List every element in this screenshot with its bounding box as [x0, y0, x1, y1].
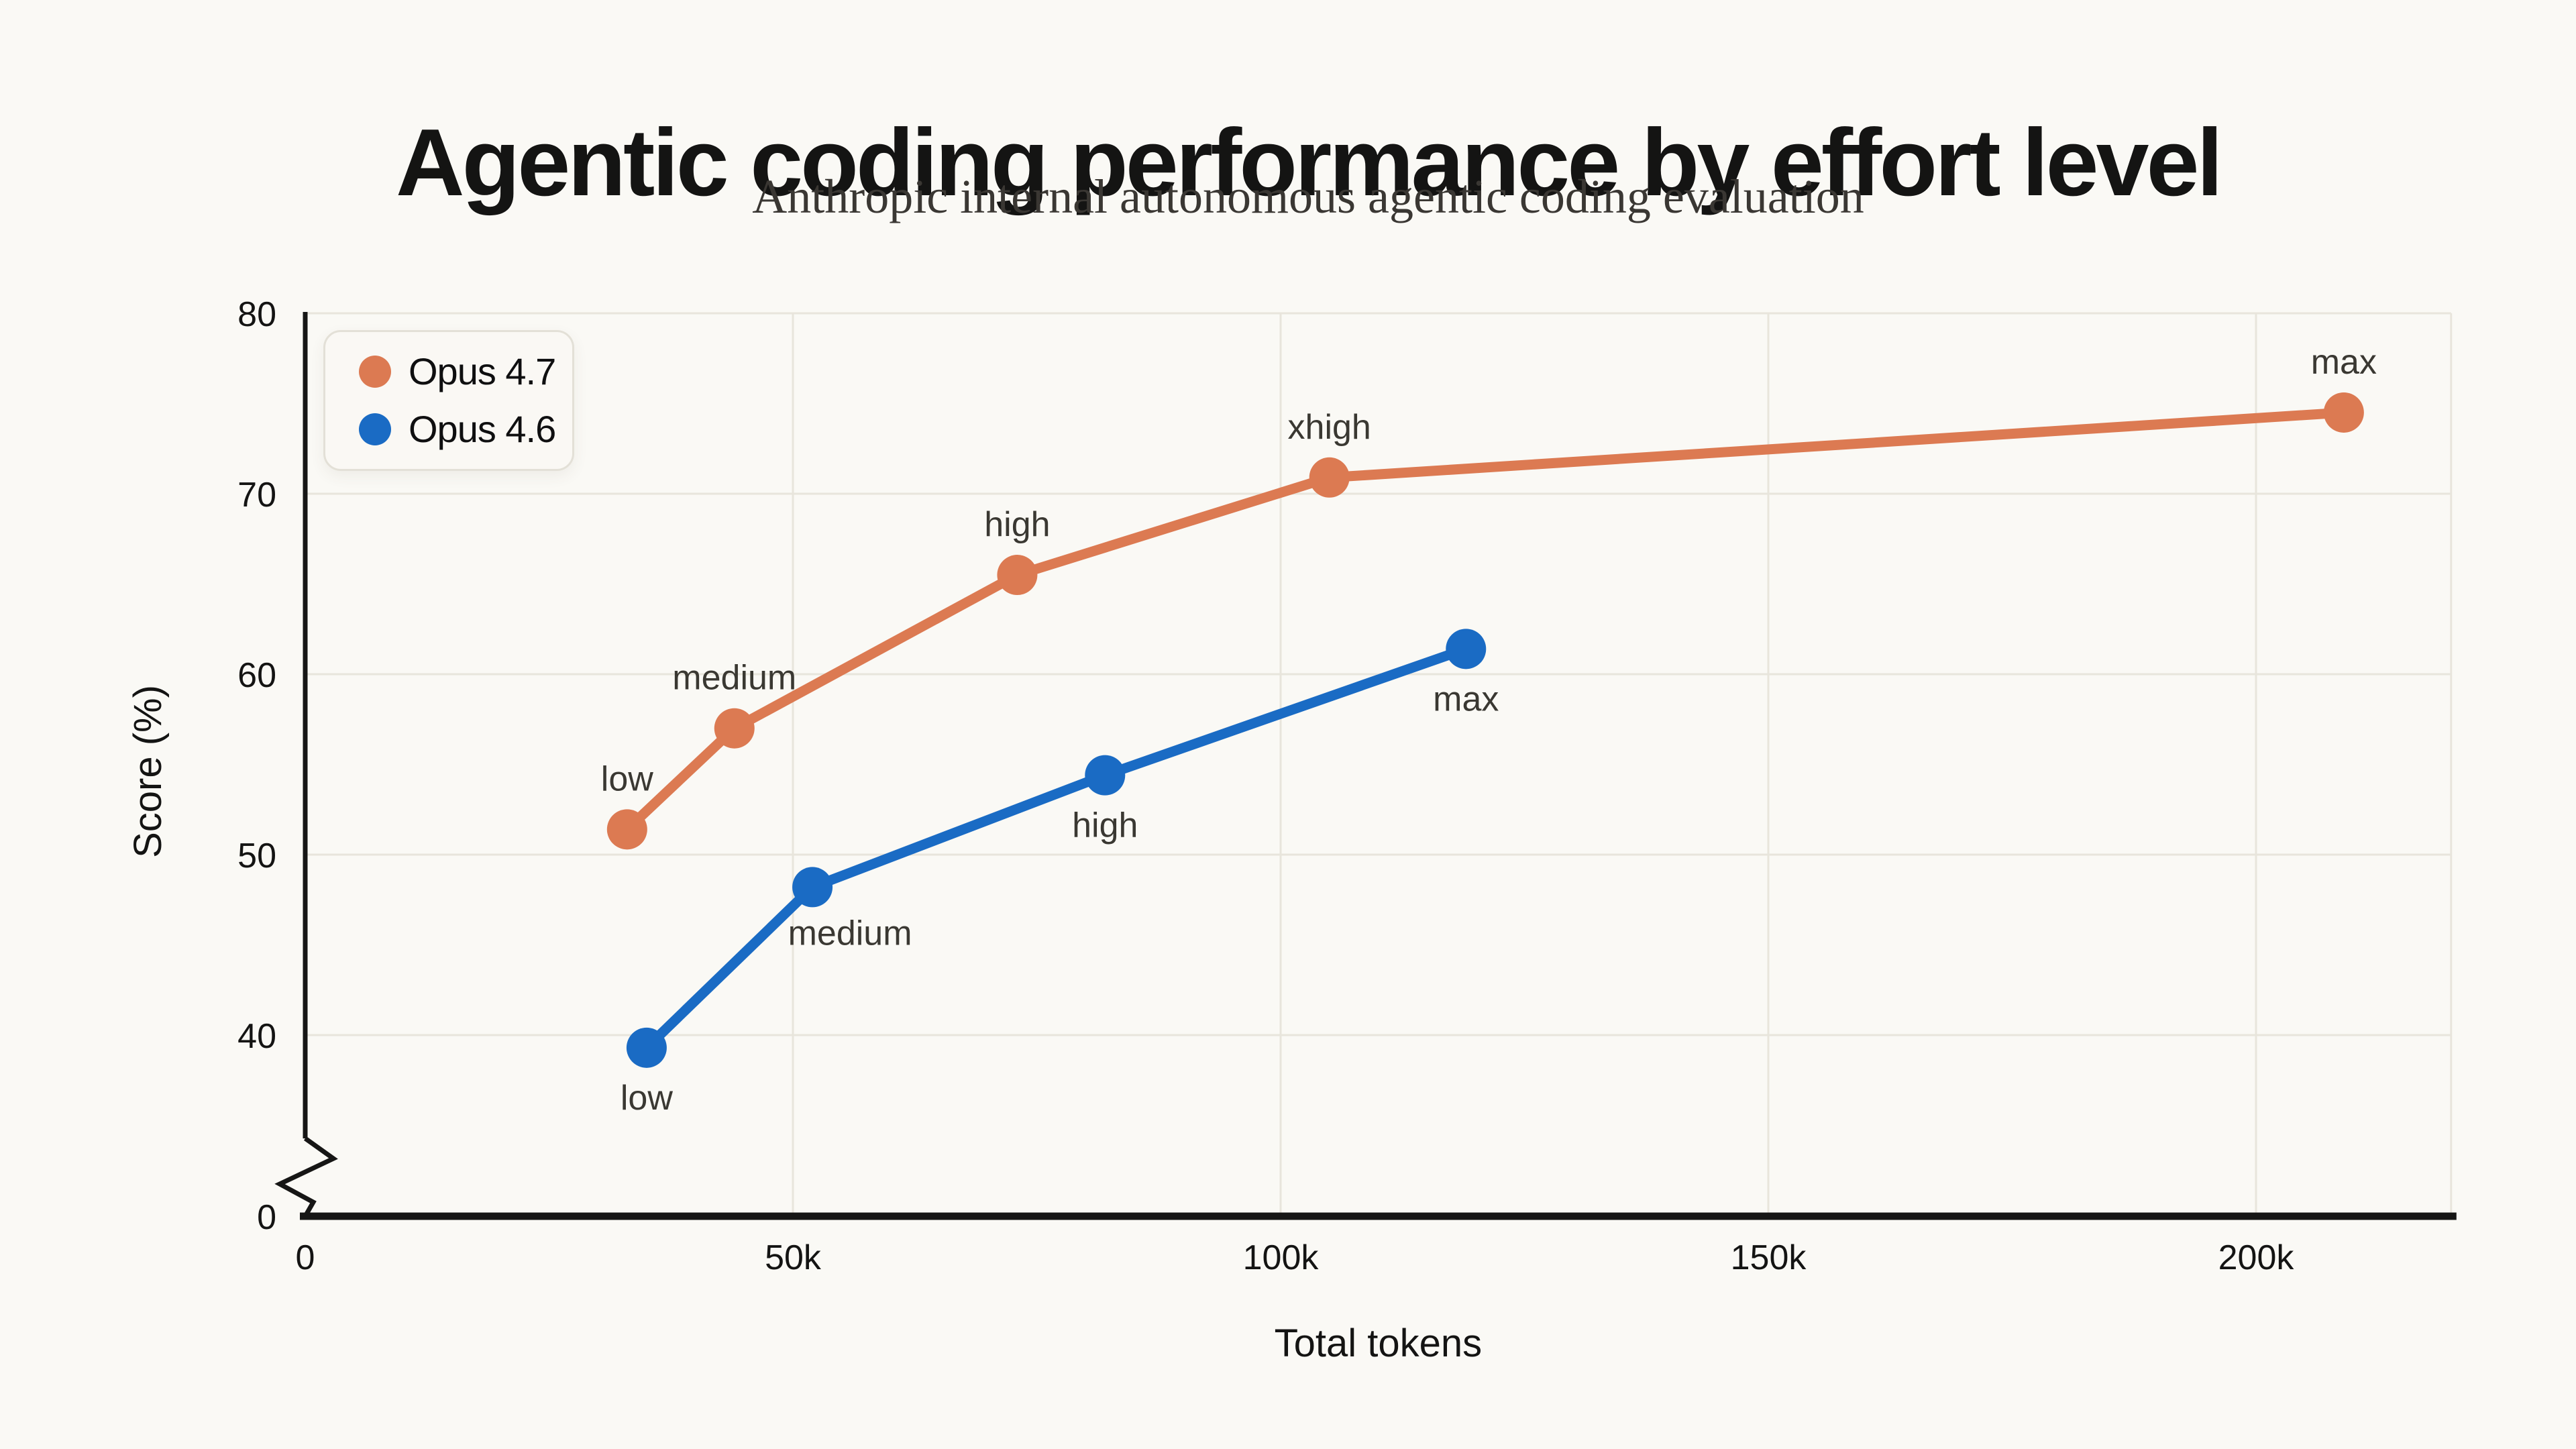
x-tick-label-50k: 50k [765, 1238, 822, 1277]
y-tick-label-40: 40 [237, 1017, 276, 1056]
point-label-opus-4-7-low: low [601, 759, 653, 798]
point-label-opus-4-6-max: max [1433, 680, 1499, 718]
point-opus-4-6-medium [792, 867, 833, 908]
series-line-opus-4-6 [641, 643, 1471, 1053]
legend: Opus 4.7 Opus 4.6 [323, 330, 574, 471]
point-label-opus-4-6-medium: medium [788, 914, 912, 953]
legend-label-opus-4-6: Opus 4.6 [409, 408, 556, 450]
legend-item-opus-4-7: Opus 4.7 [359, 353, 572, 390]
point-label-opus-4-7-medium: medium [672, 659, 796, 698]
x-axis-title: Total tokens [1275, 1322, 1483, 1365]
point-label-opus-4-6-low: low [621, 1079, 673, 1118]
legend-dot-opus-4-7-icon [359, 356, 391, 388]
page-subtitle: Anthropic internal autonomous agentic co… [752, 170, 1864, 223]
legend-dot-opus-4-6-icon [359, 413, 391, 445]
y-tick-label-60: 60 [237, 656, 276, 695]
x-tick-label-150k: 150k [1731, 1238, 1807, 1277]
y-tick-label-70: 70 [237, 476, 276, 515]
x-tick-label-0: 0 [296, 1238, 315, 1277]
point-opus-4-7-high [997, 555, 1038, 596]
legend-item-opus-4-6: Opus 4.6 [359, 411, 572, 448]
y-tick-label-0: 0 [257, 1198, 276, 1237]
point-opus-4-6-high [1085, 755, 1126, 796]
point-label-opus-4-7-xhigh: xhigh [1288, 408, 1371, 447]
point-opus-4-7-max [2323, 392, 2364, 433]
point-label-opus-4-6-high: high [1072, 806, 1138, 845]
x-tick-label-200k: 200k [2218, 1238, 2295, 1277]
series-line-opus-4-7 [622, 407, 2349, 835]
y-tick-label-50: 50 [237, 837, 276, 875]
point-label-opus-4-7-max: max [2311, 343, 2377, 382]
point-opus-4-7-medium [714, 708, 755, 749]
y-axis-title: Score (%) [126, 685, 170, 858]
y-axis-break-icon [274, 1136, 338, 1218]
x-tick-label-100k: 100k [1243, 1238, 1320, 1277]
y-tick-label-80: 80 [237, 295, 276, 334]
point-opus-4-7-xhigh [1309, 457, 1350, 498]
point-opus-4-6-max [1446, 629, 1487, 669]
point-label-opus-4-7-high: high [984, 505, 1050, 544]
point-opus-4-7-low [606, 809, 647, 850]
legend-label-opus-4-7: Opus 4.7 [409, 350, 556, 392]
page-title: Agentic coding performance by effort lev… [396, 109, 2223, 217]
point-opus-4-6-low [626, 1027, 667, 1068]
